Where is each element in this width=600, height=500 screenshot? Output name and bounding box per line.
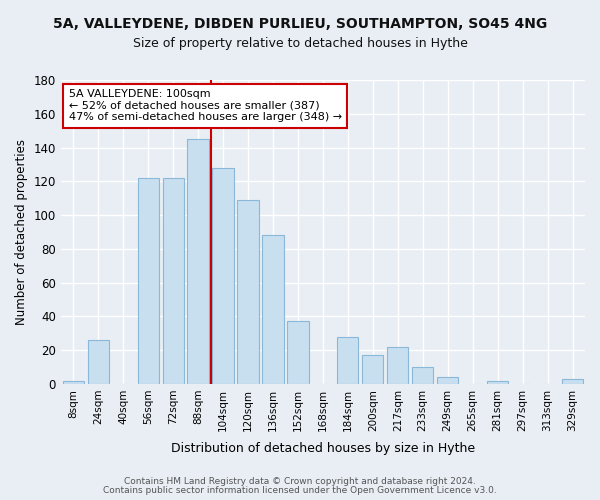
Text: Contains public sector information licensed under the Open Government Licence v3: Contains public sector information licen… <box>103 486 497 495</box>
Bar <box>238 200 259 384</box>
Bar <box>337 336 358 384</box>
Bar <box>437 377 458 384</box>
Bar <box>362 355 383 384</box>
Bar <box>212 168 233 384</box>
Text: 5A, VALLEYDENE, DIBDEN PURLIEU, SOUTHAMPTON, SO45 4NG: 5A, VALLEYDENE, DIBDEN PURLIEU, SOUTHAMP… <box>53 18 547 32</box>
Bar <box>137 178 159 384</box>
Text: 5A VALLEYDENE: 100sqm
← 52% of detached houses are smaller (387)
47% of semi-det: 5A VALLEYDENE: 100sqm ← 52% of detached … <box>68 89 342 122</box>
Text: Size of property relative to detached houses in Hythe: Size of property relative to detached ho… <box>133 38 467 51</box>
Bar <box>412 367 433 384</box>
Bar <box>88 340 109 384</box>
Bar <box>487 380 508 384</box>
Y-axis label: Number of detached properties: Number of detached properties <box>15 139 28 325</box>
Bar <box>187 139 209 384</box>
Bar <box>387 347 409 384</box>
Bar <box>262 236 284 384</box>
Bar <box>287 322 308 384</box>
X-axis label: Distribution of detached houses by size in Hythe: Distribution of detached houses by size … <box>171 442 475 455</box>
Bar <box>562 379 583 384</box>
Bar <box>62 380 84 384</box>
Text: Contains HM Land Registry data © Crown copyright and database right 2024.: Contains HM Land Registry data © Crown c… <box>124 477 476 486</box>
Bar <box>163 178 184 384</box>
